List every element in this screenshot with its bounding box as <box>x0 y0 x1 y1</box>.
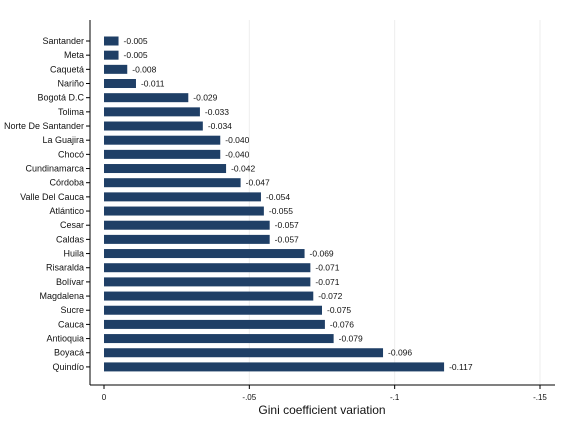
category-label: Magdalena <box>39 291 84 301</box>
bar <box>104 178 241 188</box>
value-label: -0.005 <box>124 50 148 60</box>
bar <box>104 79 136 89</box>
bar <box>104 121 203 131</box>
category-label: Cundinamarca <box>25 164 84 174</box>
bar <box>104 164 227 174</box>
value-label: -0.069 <box>310 249 334 259</box>
category-label: Nariño <box>57 79 84 89</box>
value-label: -0.079 <box>339 334 363 344</box>
value-label: -0.054 <box>266 192 290 202</box>
x-tick-label: -.1 <box>390 393 400 402</box>
value-label: -0.071 <box>315 277 339 287</box>
category-label: Tolima <box>58 107 84 117</box>
bar <box>104 263 311 273</box>
value-label: -0.008 <box>132 64 156 74</box>
bar <box>104 291 314 301</box>
bar <box>104 334 334 344</box>
category-label: Meta <box>64 50 84 60</box>
value-label: -0.033 <box>205 107 229 117</box>
value-label: -0.034 <box>208 121 232 131</box>
bar <box>104 220 270 230</box>
bar <box>104 206 264 216</box>
value-label: -0.005 <box>124 36 148 46</box>
category-label: Risaralda <box>46 263 84 273</box>
category-label: Sucre <box>60 305 84 315</box>
bars <box>104 36 445 372</box>
category-label: Cauca <box>58 319 84 329</box>
category-label: Huila <box>63 249 84 259</box>
bar <box>104 135 221 145</box>
category-label: Norte De Santander <box>4 121 84 131</box>
bar <box>104 319 325 329</box>
value-label: -0.011 <box>141 79 165 89</box>
category-label: Bogotá D.C <box>37 93 84 103</box>
category-label: Cesar <box>60 220 84 230</box>
category-label: Caquetá <box>50 64 84 74</box>
bar <box>104 192 261 202</box>
value-label: -0.075 <box>327 305 351 315</box>
x-tick-label: -.05 <box>242 393 256 402</box>
category-label: Quindío <box>52 362 84 372</box>
bar <box>104 348 384 358</box>
value-label: -0.040 <box>225 149 249 159</box>
labels: 0 -.05 -.1 -.15 Santander -0.005 Meta -0.005 Caq… <box>4 36 547 402</box>
axes <box>89 20 555 386</box>
value-label: -0.076 <box>330 319 354 329</box>
bar <box>104 249 305 259</box>
category-label: Antioquia <box>46 334 84 344</box>
value-label: -0.040 <box>225 135 249 145</box>
bar <box>104 93 189 103</box>
value-label: -0.057 <box>275 220 299 230</box>
gridlines <box>86 20 541 389</box>
bar <box>104 277 311 287</box>
category-label: Caldas <box>56 234 85 244</box>
value-label: -0.071 <box>315 263 339 273</box>
value-label: -0.057 <box>275 234 299 244</box>
x-tick-label: 0 <box>102 393 107 402</box>
bar <box>104 50 119 60</box>
bar <box>104 149 221 159</box>
category-label: Atlántico <box>49 206 84 216</box>
bar <box>104 36 119 46</box>
bar <box>104 305 322 315</box>
value-label: -0.042 <box>231 164 255 174</box>
x-tick-label: -.15 <box>533 393 547 402</box>
value-label: -0.096 <box>388 348 412 358</box>
bar <box>104 362 445 372</box>
value-label: -0.055 <box>269 206 293 216</box>
value-label: -0.047 <box>246 178 270 188</box>
bar <box>104 64 128 74</box>
category-label: Córdoba <box>49 178 84 188</box>
category-label: Chocó <box>58 149 84 159</box>
value-label: -0.029 <box>193 93 217 103</box>
category-label: Valle Del Cauca <box>20 192 84 202</box>
category-label: Bolívar <box>56 277 84 287</box>
bar <box>104 234 270 244</box>
value-label: -0.117 <box>449 362 473 372</box>
bar <box>104 107 200 117</box>
category-label: Santander <box>42 36 84 46</box>
category-label: La Guajira <box>42 135 84 145</box>
x-axis-title: Gini coefficient variation <box>258 403 385 417</box>
category-label: Boyacá <box>54 348 84 358</box>
value-label: -0.072 <box>318 291 342 301</box>
